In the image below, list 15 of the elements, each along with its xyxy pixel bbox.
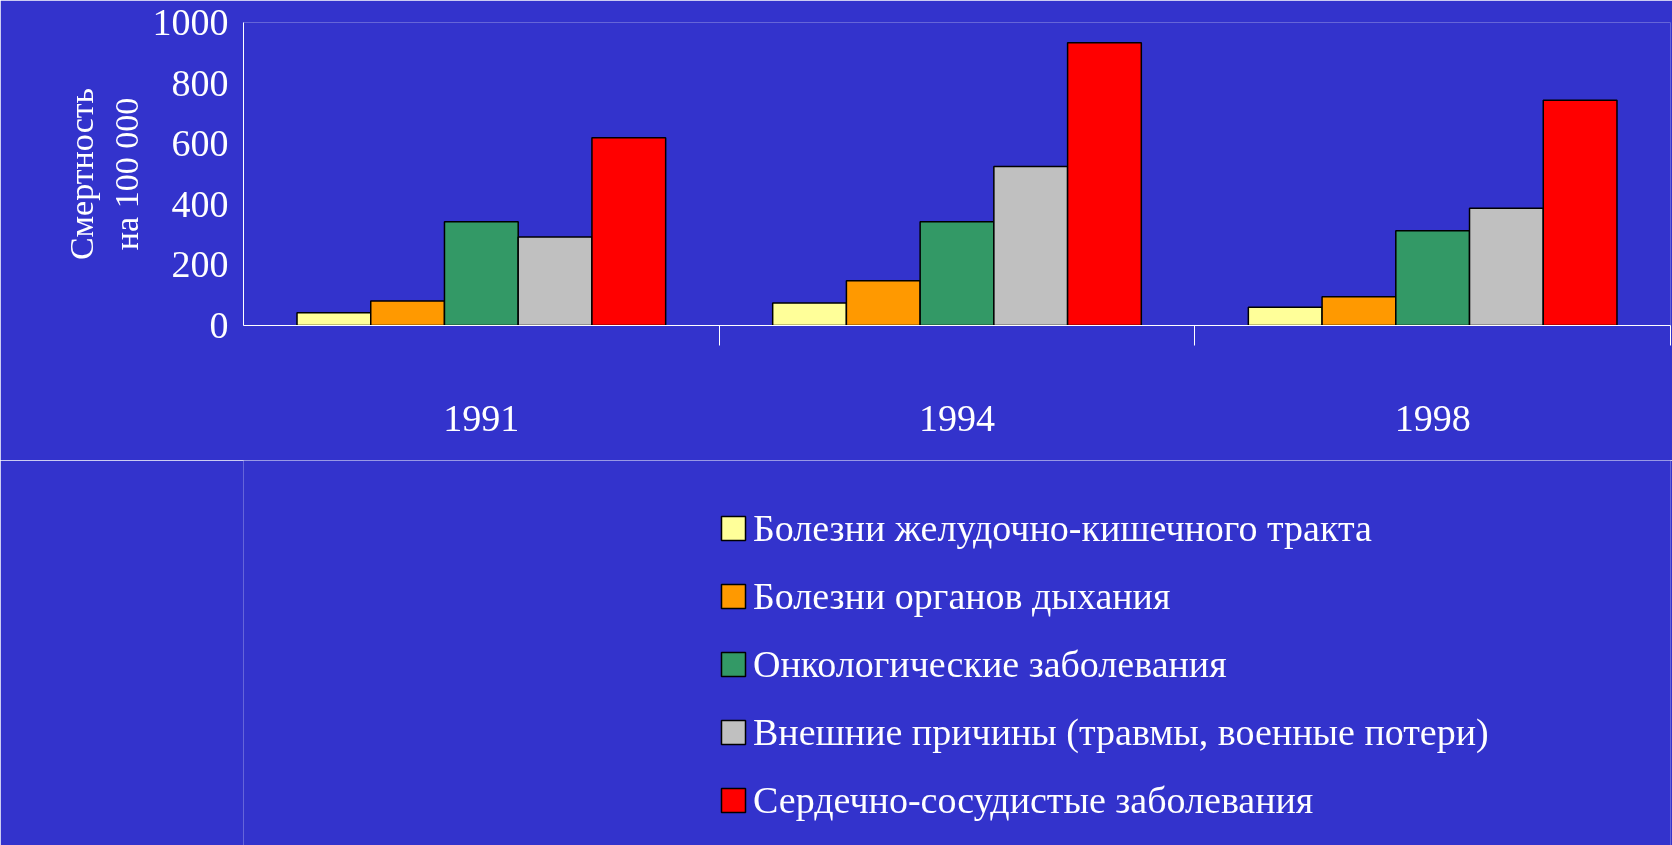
y-tick-label: 400: [171, 182, 229, 225]
y-axis-title: Смертность на 100 000: [63, 87, 145, 261]
y-tick-label: 600: [171, 122, 229, 165]
y-tick-label: 200: [171, 243, 229, 286]
y-tick-label: 1000: [152, 1, 229, 43]
legend-label: Болезни органов дыхания: [753, 574, 1171, 619]
legend-label: Онкологические заболевания: [753, 642, 1227, 687]
x-tick-label: 1994: [919, 396, 995, 439]
x-tick-label: 1998: [1394, 396, 1471, 439]
legend-label: Болезни желудочно-кишечного тракта: [753, 506, 1372, 551]
legend-label: Внешние причины (травмы, военные потери): [753, 710, 1489, 755]
y-tick-label: 800: [171, 61, 229, 104]
y-tick-label: 0: [209, 304, 229, 346]
legend-label: Сердечно-сосудистые заболевания: [753, 778, 1314, 823]
x-tick-label: 1991: [443, 396, 520, 439]
